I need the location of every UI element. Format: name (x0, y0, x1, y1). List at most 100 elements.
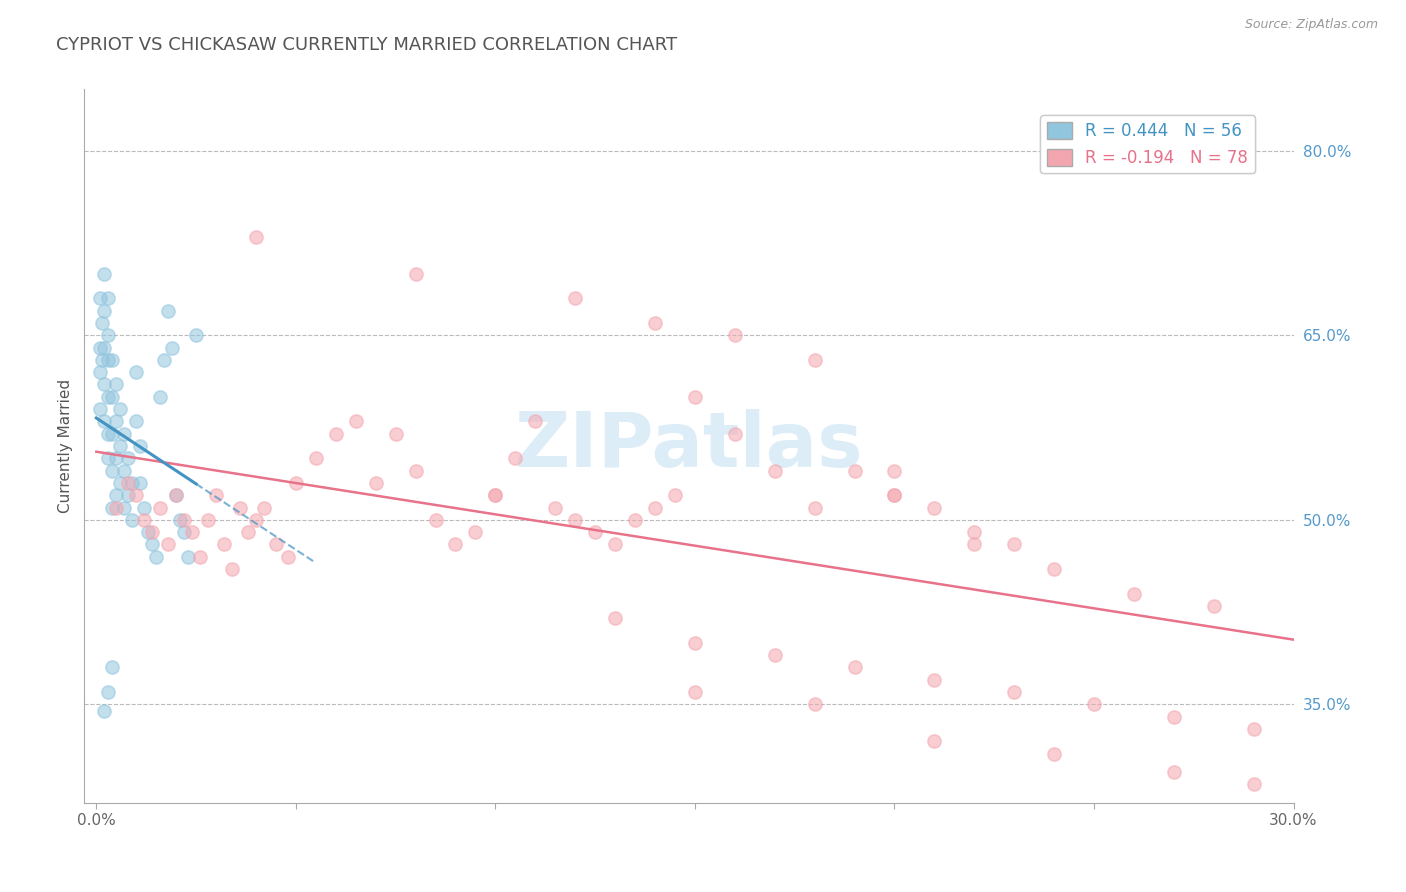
Point (1083, 698, 1105, 712)
Point (464, 525, 486, 540)
Point (117, 475, 139, 490)
Point (197, 513, 219, 527)
Point (97, 328, 120, 343)
Point (724, 426, 747, 441)
Point (683, 636, 706, 650)
Point (129, 475, 152, 490)
Point (157, 537, 180, 551)
Point (425, 513, 447, 527)
Text: ZIPatlas: ZIPatlas (515, 409, 863, 483)
Point (97, 390, 120, 404)
Point (883, 488, 905, 502)
Point (105, 377, 128, 392)
Point (173, 513, 195, 527)
Point (134, 513, 156, 527)
Point (544, 500, 567, 515)
Point (91, 352, 114, 367)
Legend: R = 0.444   N = 56, R = -0.194   N = 78: R = 0.444 N = 56, R = -0.194 N = 78 (1040, 115, 1256, 173)
Text: CYPRIOT VS CHICKASAW CURRENTLY MARRIED CORRELATION CHART: CYPRIOT VS CHICKASAW CURRENTLY MARRIED C… (56, 36, 678, 54)
Point (125, 488, 148, 502)
Point (93, 303, 115, 318)
Point (405, 267, 427, 281)
Point (97, 426, 120, 441)
Point (93, 377, 115, 392)
Point (963, 537, 986, 551)
Point (112, 500, 135, 515)
Point (101, 352, 124, 367)
Point (844, 660, 866, 674)
Point (245, 513, 267, 527)
Y-axis label: Currently Married: Currently Married (58, 379, 73, 513)
Point (97, 352, 120, 367)
Point (93, 414, 115, 428)
Point (264, 537, 287, 551)
Point (105, 414, 128, 428)
Point (181, 525, 204, 540)
Point (121, 513, 143, 527)
Point (125, 414, 148, 428)
Point (405, 464, 427, 478)
Point (284, 475, 307, 490)
Text: Source: ZipAtlas.com: Source: ZipAtlas.com (1244, 18, 1378, 31)
Point (583, 525, 606, 540)
Point (883, 464, 905, 478)
Point (153, 352, 176, 367)
Point (803, 352, 825, 367)
Point (524, 414, 547, 428)
Point (484, 488, 506, 502)
Point (157, 303, 180, 318)
Point (245, 230, 267, 244)
Point (924, 734, 946, 748)
Point (763, 648, 786, 662)
Point (93, 267, 115, 281)
Point (89, 365, 111, 379)
Point (624, 513, 647, 527)
Point (236, 525, 259, 540)
Point (664, 488, 686, 502)
Point (1243, 777, 1265, 791)
Point (97, 291, 120, 305)
Point (344, 414, 367, 428)
Point (136, 525, 159, 540)
Point (89, 291, 111, 305)
Point (253, 500, 276, 515)
Point (1243, 722, 1265, 736)
Point (110, 475, 132, 490)
Point (105, 451, 128, 466)
Point (484, 488, 506, 502)
Point (505, 451, 527, 466)
Point (101, 390, 124, 404)
Point (683, 685, 706, 699)
Point (89, 402, 111, 417)
Point (683, 390, 706, 404)
Point (101, 426, 124, 441)
Point (1002, 537, 1025, 551)
Point (101, 660, 124, 674)
Point (229, 500, 252, 515)
Point (149, 500, 172, 515)
Point (803, 500, 825, 515)
Point (221, 562, 243, 576)
Point (564, 291, 586, 305)
Point (924, 673, 946, 687)
Point (112, 464, 135, 478)
Point (125, 365, 148, 379)
Point (110, 402, 132, 417)
Point (763, 464, 786, 478)
Point (963, 525, 986, 540)
Point (603, 611, 626, 625)
Point (134, 500, 156, 515)
Point (105, 488, 128, 502)
Point (188, 549, 211, 564)
Point (129, 439, 152, 453)
Point (117, 488, 139, 502)
Point (173, 525, 195, 540)
Point (91, 316, 114, 330)
Point (644, 316, 666, 330)
Point (149, 390, 172, 404)
Point (105, 500, 128, 515)
Point (93, 704, 115, 718)
Point (89, 341, 111, 355)
Point (145, 549, 167, 564)
Point (1002, 685, 1025, 699)
